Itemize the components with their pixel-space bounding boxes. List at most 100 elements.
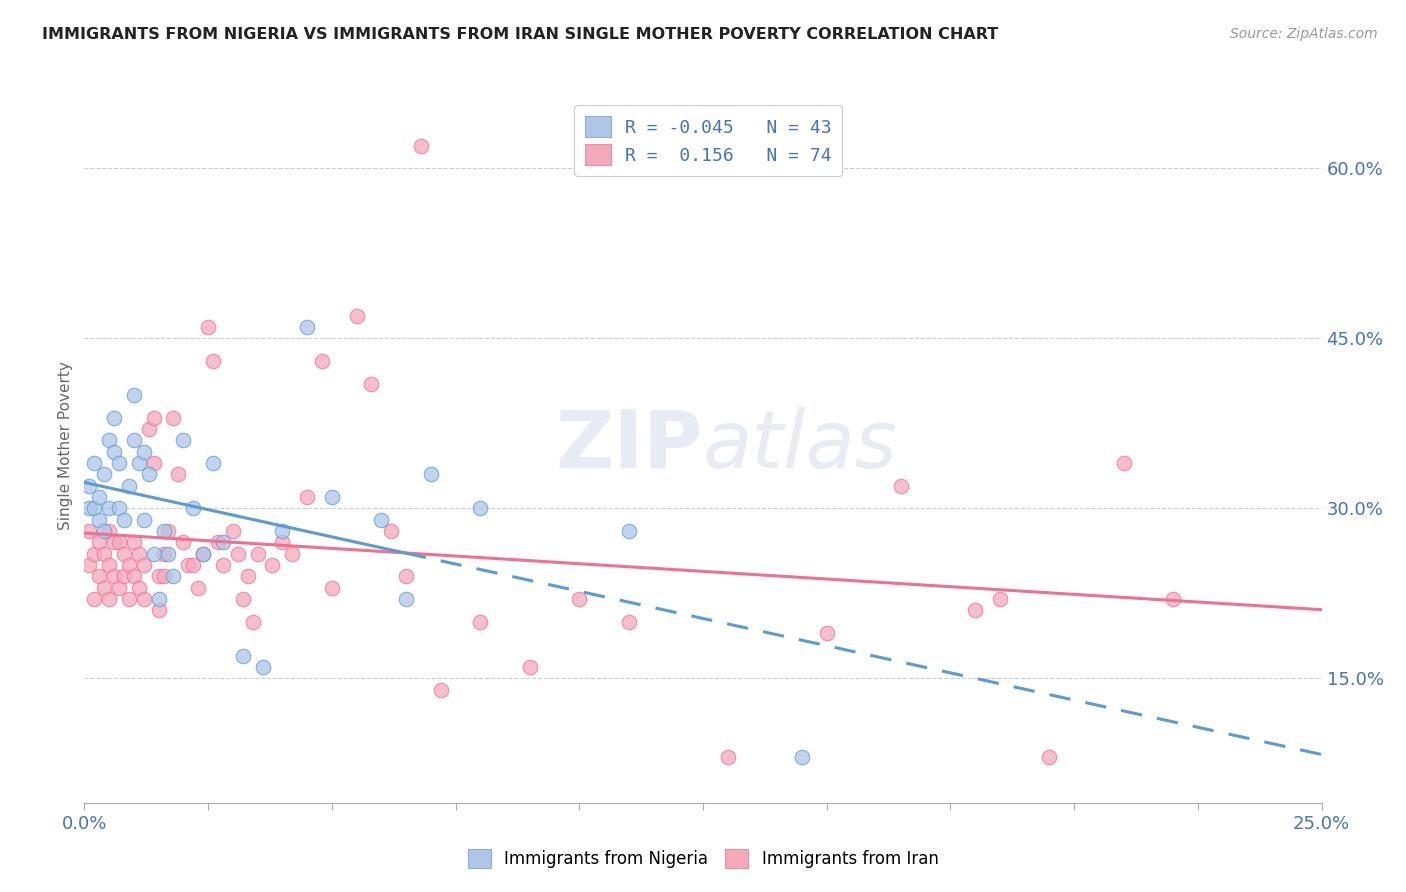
Point [98,591,121,606]
Point [112,513,135,527]
Point [79,501,101,516]
Point [232,648,254,663]
Point [122,569,145,583]
Point [212,535,235,549]
Point [132,513,155,527]
Point [83,501,105,516]
Point [138,467,160,482]
Point [93,547,115,561]
Point [79,524,101,538]
Point [207,535,229,549]
Point [83,591,105,606]
Point [222,524,245,538]
Point [191,547,214,561]
Point [236,569,259,583]
Text: Source: ZipAtlas.com: Source: ZipAtlas.com [1230,27,1378,41]
Point [246,547,269,561]
Point [89,490,111,504]
Text: ZIP: ZIP [555,407,703,485]
Point [103,410,125,425]
Point [295,320,318,334]
Point [242,615,264,629]
Point [152,569,174,583]
Point [262,558,284,572]
Point [98,501,121,516]
Point [226,547,249,561]
Point [162,569,184,583]
Point [132,591,155,606]
Point [89,513,111,527]
Point [103,535,125,549]
Point [157,524,180,538]
Point [172,434,194,448]
Point [112,569,135,583]
Point [98,558,121,572]
Point [122,388,145,402]
Point [138,422,160,436]
Point [118,478,141,492]
Point [360,376,382,391]
Point [108,456,131,470]
Point [815,626,838,640]
Point [197,320,219,334]
Point [132,558,155,572]
Point [429,682,451,697]
Legend: R = -0.045   N = 43, R =  0.156   N = 74: R = -0.045 N = 43, R = 0.156 N = 74 [575,105,842,176]
Point [112,547,135,561]
Point [89,535,111,549]
Point [181,501,204,516]
Point [295,490,318,504]
Point [395,569,418,583]
Point [568,591,591,606]
Point [281,547,304,561]
Point [172,535,194,549]
Point [118,591,141,606]
Point [202,456,225,470]
Point [232,591,254,606]
Point [93,467,115,482]
Point [128,547,150,561]
Point [890,478,912,492]
Point [108,581,131,595]
Point [79,558,101,572]
Point [519,660,541,674]
Text: atlas: atlas [703,407,898,485]
Point [93,581,115,595]
Point [321,581,343,595]
Point [181,558,204,572]
Point [128,581,150,595]
Point [79,478,101,492]
Point [252,660,274,674]
Y-axis label: Single Mother Poverty: Single Mother Poverty [58,361,73,531]
Point [370,513,392,527]
Point [152,547,174,561]
Point [419,467,441,482]
Point [191,547,214,561]
Point [98,524,121,538]
Point [271,524,294,538]
Point [128,456,150,470]
Point [103,444,125,458]
Point [177,558,200,572]
Point [187,581,209,595]
Point [148,603,170,617]
Point [167,467,190,482]
Point [380,524,402,538]
Point [470,501,492,516]
Point [202,354,225,368]
Point [1038,750,1060,764]
Point [152,524,174,538]
Point [148,569,170,583]
Point [321,490,343,504]
Legend: Immigrants from Nigeria, Immigrants from Iran: Immigrants from Nigeria, Immigrants from… [461,842,945,875]
Point [311,354,333,368]
Point [271,535,294,549]
Point [93,524,115,538]
Point [1161,591,1184,606]
Point [142,547,165,561]
Point [132,444,155,458]
Point [395,591,418,606]
Point [717,750,740,764]
Point [470,615,492,629]
Point [988,591,1011,606]
